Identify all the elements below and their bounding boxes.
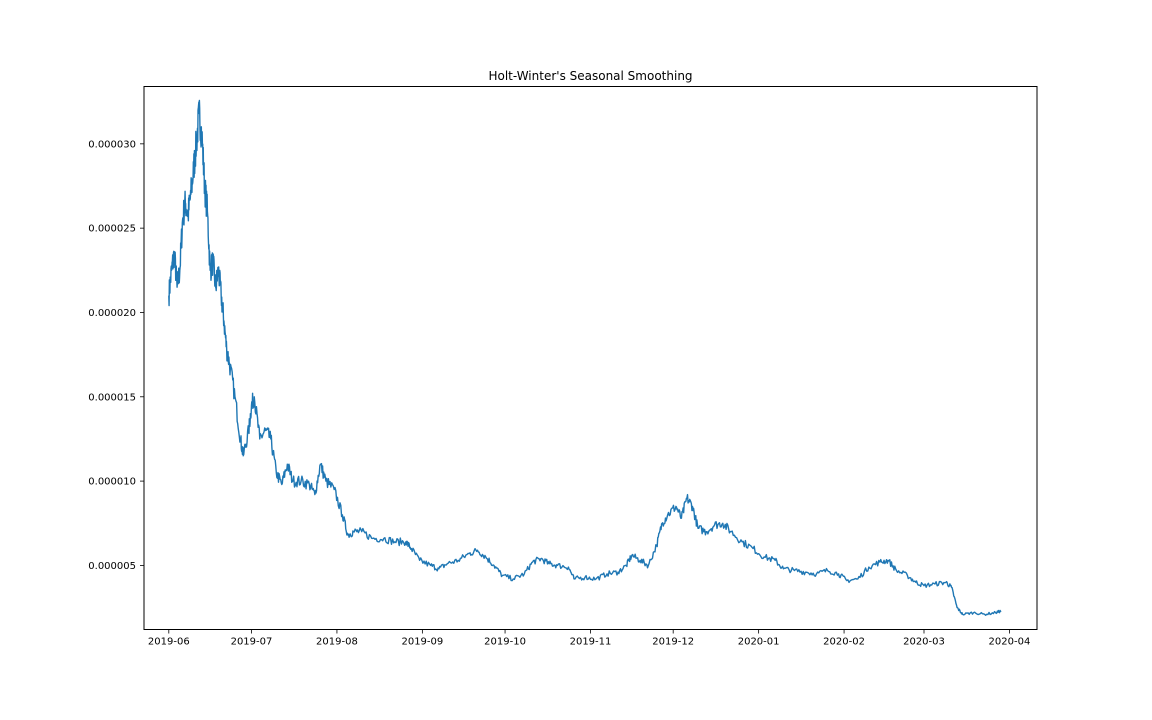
series-line bbox=[168, 99, 1002, 617]
x-tick-label: 2019-09 bbox=[401, 637, 443, 648]
plot-frame bbox=[143, 86, 1038, 630]
y-axis: 0.000005 0.000010 0.000015 0.000020 0.000025… bbox=[88, 139, 144, 572]
y-tick-label: 0.000030 bbox=[88, 139, 136, 150]
series-layer bbox=[168, 99, 1002, 617]
y-tick-label: 0.000025 bbox=[88, 224, 136, 235]
chart-title: Holt-Winter's Seasonal Smoothing bbox=[488, 69, 692, 83]
x-tick-label: 2019-10 bbox=[484, 637, 526, 648]
x-tick-label: 2020-02 bbox=[823, 637, 865, 648]
x-tick-label: 2020-01 bbox=[738, 637, 780, 648]
x-axis: 2019-06 2019-07 2019-08 2019-09 2019-10 2019-… bbox=[148, 629, 1031, 648]
x-tick-label: 2020-04 bbox=[989, 637, 1031, 648]
x-tick-label: 2020-03 bbox=[903, 637, 945, 648]
x-tick-label: 2019-06 bbox=[148, 637, 190, 648]
x-tick-label: 2019-11 bbox=[570, 637, 612, 648]
x-tick-label: 2019-12 bbox=[652, 637, 694, 648]
y-tick-label: 0.000005 bbox=[88, 561, 136, 572]
plot-area bbox=[144, 86, 1037, 630]
x-tick-label: 2019-07 bbox=[231, 637, 273, 648]
y-tick-label: 0.000015 bbox=[88, 392, 136, 403]
y-tick-label: 0.000010 bbox=[88, 477, 136, 488]
y-tick-label: 0.000020 bbox=[88, 308, 136, 319]
x-tick-label: 2019-08 bbox=[316, 637, 358, 648]
